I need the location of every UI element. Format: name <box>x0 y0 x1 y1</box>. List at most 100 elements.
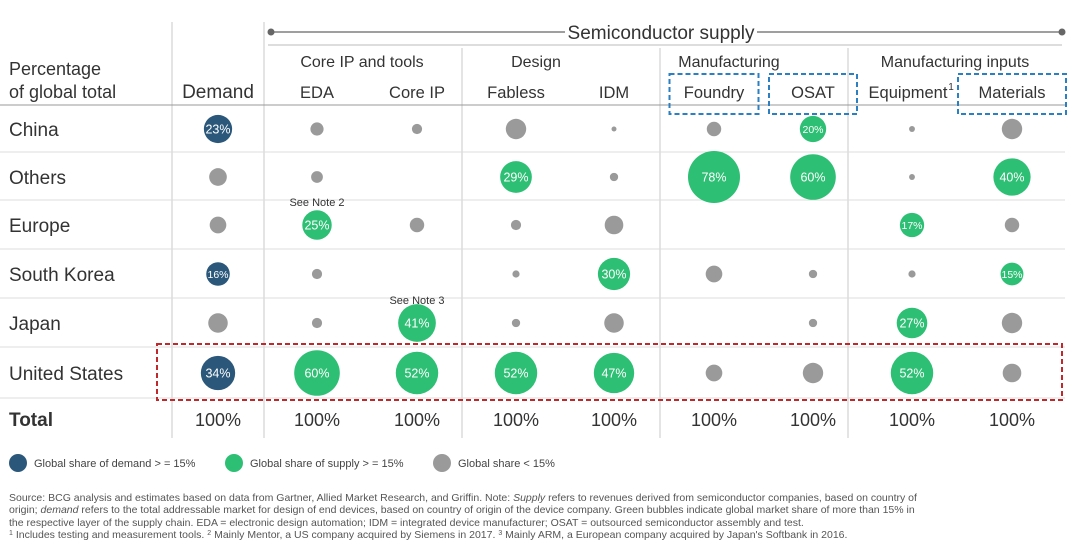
column-header-fabless: Fabless <box>487 84 545 102</box>
column-header-eda: EDA <box>300 84 334 102</box>
group-label-core-ip-and-tools: Core IP and tools <box>300 54 423 71</box>
bubble-china-core-ip <box>411 123 423 135</box>
total-value-equipment: 100% <box>889 410 935 430</box>
bubble-others-foundry <box>688 151 740 203</box>
bubble-japan-core-ip <box>398 304 436 342</box>
group-label-manufacturing-inputs: Manufacturing inputs <box>881 54 1030 71</box>
bubble-china-equipment <box>909 126 915 132</box>
highlight-box-materials <box>957 73 1067 115</box>
bubble-united-states-fabless <box>494 351 538 395</box>
highlight-box-united-states <box>156 343 1063 401</box>
bubble-united-states-demand <box>200 355 236 391</box>
legend-marker-2 <box>225 454 243 472</box>
bubble-others-materials <box>993 158 1031 196</box>
bubble-japan-idm <box>604 313 624 333</box>
bubble-united-states-core-ip <box>395 351 439 395</box>
highlight-box-osat <box>768 73 858 115</box>
bubble-others-fabless <box>500 161 532 193</box>
column-header-materials: Materials <box>979 84 1046 102</box>
total-value-materials: 100% <box>989 410 1035 430</box>
bubble-others-equipment <box>909 174 915 180</box>
equipment-footnote-mark: 1 <box>948 82 954 93</box>
total-label: Total <box>9 410 53 431</box>
bubble-europe-fabless <box>510 219 522 231</box>
bubble-south-korea-osat <box>808 269 818 279</box>
bubble-label-united-states-equipment: 52% <box>899 367 924 381</box>
bubble-europe-materials <box>1004 217 1020 233</box>
bubble-label-south-korea-materials: 15% <box>1001 269 1022 281</box>
source-footnotes: Source: BCG analysis and estimates based… <box>9 492 1071 541</box>
legend-marker-3 <box>433 454 451 472</box>
bubble-china-idm <box>611 126 617 132</box>
bubble-others-demand <box>209 168 227 186</box>
total-value-foundry: 100% <box>691 410 737 430</box>
group-label-design: Design <box>511 54 561 71</box>
bubble-label-japan-core-ip: 41% <box>404 317 429 331</box>
footnote-line-1: Source: BCG analysis and estimates based… <box>9 492 917 504</box>
bubble-china-fabless <box>505 118 527 140</box>
legend-label-2: Global share of supply > = 15% <box>250 458 404 470</box>
bubble-japan-demand <box>208 313 228 333</box>
bubble-label-united-states-eda: 60% <box>304 367 329 381</box>
bubble-others-osat <box>790 154 836 200</box>
column-header-equipment: Equipment <box>869 84 948 102</box>
bubble-label-south-korea-idm: 30% <box>601 268 626 282</box>
bubble-europe-core-ip <box>409 217 425 233</box>
column-header-osat: OSAT <box>791 84 835 102</box>
bubble-south-korea-equipment <box>908 270 916 278</box>
total-value-osat: 100% <box>790 410 836 430</box>
bubble-others-eda <box>311 171 323 183</box>
bubble-label-united-states-idm: 47% <box>601 367 626 381</box>
column-header-idm: IDM <box>599 84 629 102</box>
bubble-label-europe-eda: 25% <box>304 219 329 233</box>
bubble-label-europe-equipment: 17% <box>901 220 922 232</box>
bubble-label-china-osat: 20% <box>802 124 823 136</box>
bubble-south-korea-demand <box>206 262 230 286</box>
bubble-europe-equipment <box>899 212 925 238</box>
bubble-united-states-materials <box>1002 363 1022 383</box>
bubble-united-states-eda <box>294 350 340 396</box>
row-label-europe: Europe <box>9 216 70 237</box>
bubble-south-korea-idm <box>597 257 631 291</box>
semiconductor-share-chart: Semiconductor supply Core IP and tools Des… <box>0 20 1067 472</box>
bubble-label-others-fabless: 29% <box>503 171 528 185</box>
row-label-united-states: United States <box>9 364 123 385</box>
legend-marker-1 <box>9 454 27 472</box>
highlight-box-foundry <box>668 73 760 115</box>
bubble-united-states-equipment <box>890 351 934 395</box>
bubble-japan-fabless <box>511 318 521 328</box>
bubble-others-idm <box>609 172 619 182</box>
column-header-foundry: Foundry <box>684 84 745 102</box>
total-value-demand: 100% <box>195 410 241 430</box>
supply-bracket-dot <box>267 28 275 36</box>
legend-label-3: Global share < 15% <box>458 458 555 470</box>
supply-title: Semiconductor supply <box>568 23 755 44</box>
bubble-europe-eda <box>302 210 332 240</box>
column-header-demand: Demand <box>182 82 254 103</box>
supply-bracket-dot <box>1058 28 1066 36</box>
total-value-core-ip: 100% <box>394 410 440 430</box>
footnote-line-4: 1 Includes testing and measurement tools… <box>9 528 848 541</box>
row-label-others: Others <box>9 168 66 189</box>
total-value-eda: 100% <box>294 410 340 430</box>
bubble-label-south-korea-demand: 16% <box>207 269 228 281</box>
row-label-japan: Japan <box>9 314 61 335</box>
footnote-line-2: origin; demand refers to the total addre… <box>9 504 915 517</box>
column-header-core-ip: Core IP <box>389 84 445 102</box>
total-value-idm: 100% <box>591 410 637 430</box>
bubble-china-osat <box>799 115 827 143</box>
corner-label-line1: Percentage <box>9 59 101 79</box>
bubble-europe-demand <box>209 216 227 234</box>
bubble-china-materials <box>1001 118 1023 140</box>
bubble-label-others-materials: 40% <box>999 171 1024 185</box>
group-label-manufacturing: Manufacturing <box>678 54 779 71</box>
bubble-label-china-demand: 23% <box>205 123 230 137</box>
bubble-china-foundry <box>706 121 722 137</box>
corner-label-line2: of global total <box>9 82 116 102</box>
row-label-china: China <box>9 120 59 141</box>
supply-title-backdrop <box>565 20 757 44</box>
bubble-label-japan-equipment: 27% <box>899 317 924 331</box>
annotation-see-note-2: See Note 2 <box>289 197 344 209</box>
bubble-south-korea-eda <box>311 268 323 280</box>
bubble-united-states-foundry <box>705 364 723 382</box>
